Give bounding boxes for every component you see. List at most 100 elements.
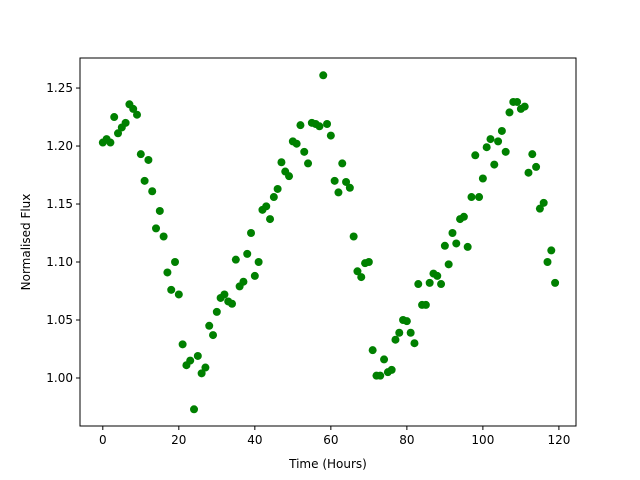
point [535, 204, 544, 213]
point [471, 151, 480, 160]
point [262, 202, 271, 211]
point [171, 258, 180, 267]
point [277, 158, 286, 167]
point [368, 346, 377, 355]
point [186, 356, 195, 365]
point [391, 335, 400, 344]
point [193, 351, 202, 360]
point [254, 258, 263, 267]
point [106, 138, 115, 147]
point [380, 355, 389, 364]
point [167, 285, 176, 294]
point [376, 371, 385, 380]
x-tick-label: 60 [323, 433, 338, 447]
x-tick-label: 20 [171, 433, 186, 447]
point [547, 246, 556, 255]
point [410, 339, 419, 348]
point [425, 278, 434, 287]
x-tick-label: 80 [399, 433, 414, 447]
point [133, 110, 142, 119]
point [478, 174, 487, 183]
y-tick-label: 1.25 [46, 81, 73, 95]
point [209, 331, 218, 340]
point [247, 229, 256, 238]
point [323, 119, 332, 128]
x-tick-label: 120 [547, 433, 570, 447]
point [433, 271, 442, 280]
point [155, 206, 164, 215]
y-axis-label: Normalised Flux [19, 194, 33, 291]
point [292, 139, 301, 148]
point [178, 340, 187, 349]
point [315, 122, 324, 131]
y-tick-label: 1.15 [46, 197, 73, 211]
y-tick-label: 1.00 [46, 371, 73, 385]
point [501, 147, 510, 156]
point [467, 193, 476, 202]
point [528, 150, 537, 159]
point [543, 258, 552, 267]
point [440, 241, 449, 250]
point [140, 176, 149, 185]
point [421, 300, 430, 309]
point [494, 137, 503, 146]
x-tick-label: 100 [471, 433, 494, 447]
point [296, 121, 305, 130]
point [539, 198, 548, 207]
point [490, 160, 499, 169]
point [402, 317, 411, 326]
point [300, 147, 309, 156]
y-tick-label: 1.05 [46, 313, 73, 327]
point [482, 143, 491, 152]
point [148, 187, 157, 196]
point [129, 104, 138, 113]
point [345, 183, 354, 192]
point [159, 232, 168, 241]
point [266, 215, 275, 224]
y-tick-label: 1.10 [46, 255, 73, 269]
plot-frame [79, 57, 577, 427]
point [163, 268, 172, 277]
point [205, 321, 214, 330]
point [444, 260, 453, 269]
point [551, 278, 560, 287]
point [152, 224, 161, 233]
point [338, 159, 347, 168]
point [364, 258, 373, 267]
point [220, 290, 229, 299]
point [273, 184, 282, 193]
point [250, 271, 259, 280]
point [144, 155, 153, 164]
point [353, 267, 362, 276]
point [228, 299, 237, 308]
point [304, 159, 313, 168]
point [330, 176, 339, 185]
x-tick-label: 0 [99, 433, 107, 447]
point [243, 249, 252, 258]
point [437, 280, 446, 289]
point [114, 129, 123, 138]
point [387, 365, 396, 374]
point [406, 328, 415, 337]
point [197, 369, 206, 378]
point [459, 212, 468, 221]
point [395, 328, 404, 337]
point [475, 193, 484, 202]
point [201, 363, 210, 372]
point [452, 239, 461, 248]
point [486, 135, 495, 144]
point [342, 177, 351, 186]
point [524, 168, 533, 177]
point [212, 307, 221, 316]
point [497, 126, 506, 135]
point [190, 405, 199, 414]
point [505, 108, 514, 117]
point [334, 188, 343, 197]
point [414, 280, 423, 289]
point [326, 131, 335, 140]
point [239, 277, 248, 286]
point [285, 172, 294, 181]
point [231, 255, 240, 264]
